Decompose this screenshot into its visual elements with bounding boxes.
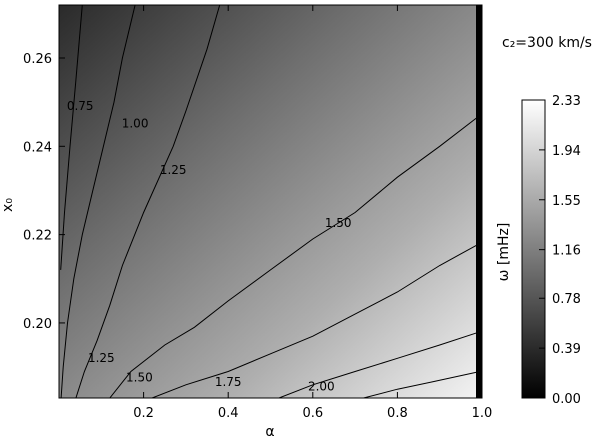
plot-frame (58, 4, 483, 399)
colorbar-tick-label: 1.55 (552, 194, 581, 209)
heatmap-background (59, 5, 482, 398)
contour-label: 1.00 (122, 117, 149, 131)
colorbar-tick-label: 1.16 (552, 244, 581, 259)
x-axis-ticks: 0.2 0.4 0.6 0.8 1.0 (133, 5, 492, 421)
y-tick-label: 0.24 (23, 140, 52, 155)
contour-line-0.75 (60, 5, 83, 270)
x-axis-label: α (265, 424, 274, 440)
contour-label: 1.25 (160, 163, 187, 177)
x-tick-label: 0.4 (218, 406, 239, 421)
colorbar-gradient (521, 99, 546, 399)
contour-label: 1.75 (215, 375, 242, 389)
annotation-speed: c₂=300 km/s (502, 35, 592, 51)
contour-label: 1.25 (88, 351, 115, 365)
contour-line-1.75 (151, 242, 481, 398)
contour-line-1.50 (109, 115, 481, 398)
y-axis-ticks: 0.20 0.22 0.24 0.26 (23, 52, 482, 332)
colorbar-label: ω [mHz] (496, 223, 512, 282)
colorbar-ticks: 2.33 1.94 1.55 1.16 0.78 0.39 0.00 (539, 94, 581, 407)
colorbar-tick-label: 0.39 (552, 342, 581, 357)
colorbar-tick-label: 2.33 (552, 94, 581, 109)
contour-line-1.00 (60, 5, 136, 398)
colorbar-tick-label: 1.94 (552, 144, 581, 159)
plot-area: 0.75 1.00 1.25 1.50 1.25 1.50 1.75 2.00 (58, 4, 483, 399)
colorbar: 2.33 1.94 1.55 1.16 0.78 0.39 0.00 ω [mHz] (496, 94, 581, 407)
contour-label: 0.75 (67, 99, 94, 113)
contour-lines: 0.75 1.00 1.25 1.50 1.25 1.50 1.75 2.00 (60, 5, 481, 398)
colorbar-tick-label: 0.78 (552, 292, 581, 307)
y-tick-label: 0.22 (23, 229, 52, 244)
y-axis-label: x₀ (0, 198, 16, 212)
colorbar-tick-label: 0.00 (552, 392, 581, 407)
contour-label: 1.50 (325, 216, 352, 230)
x-tick-label: 0.8 (387, 406, 408, 421)
right-edge-artifact-band (476, 5, 482, 398)
contour-line-1.25 (75, 5, 221, 398)
contour-line-2.00 (278, 331, 481, 398)
contour-label: 1.50 (126, 371, 153, 385)
x-tick-label: 1.0 (472, 406, 493, 421)
contour-label: 2.00 (308, 380, 335, 394)
x-tick-label: 0.6 (302, 406, 323, 421)
x-tick-label: 0.2 (133, 406, 154, 421)
y-tick-label: 0.26 (23, 52, 52, 67)
y-tick-label: 0.20 (23, 317, 52, 332)
contour-line-2.25 (363, 371, 481, 398)
